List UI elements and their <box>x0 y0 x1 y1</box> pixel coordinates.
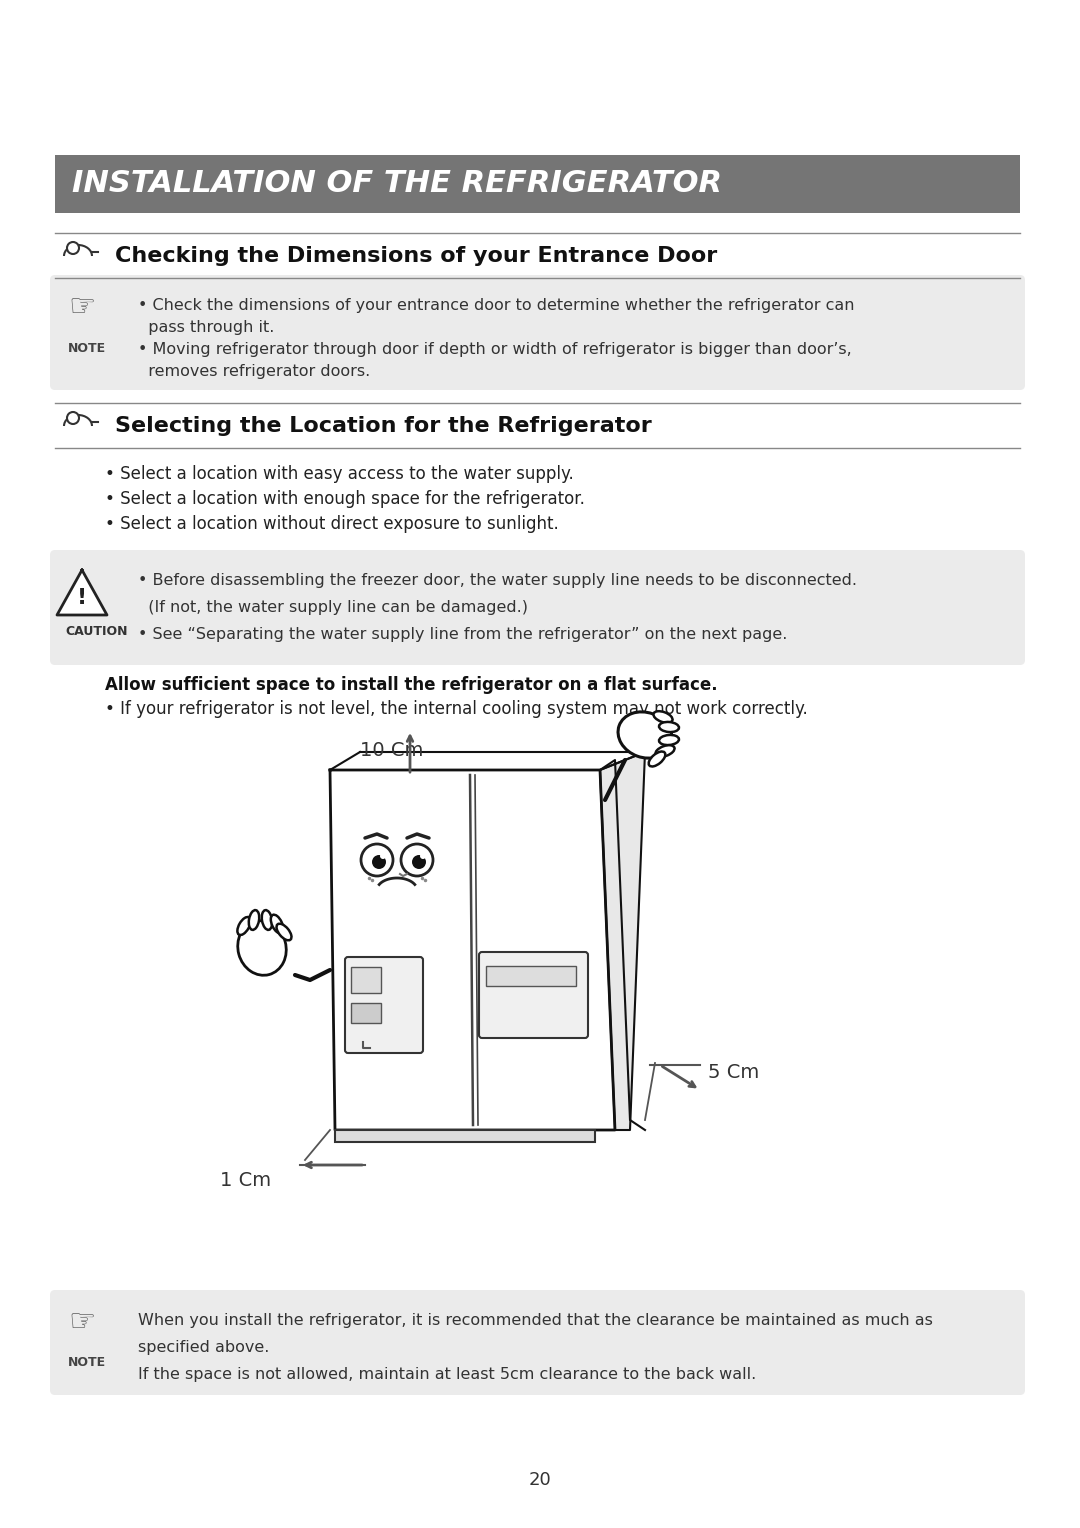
Text: pass through it.: pass through it. <box>138 319 274 335</box>
Text: • Before disassembling the freezer door, the water supply line needs to be disco: • Before disassembling the freezer door,… <box>138 573 858 588</box>
Ellipse shape <box>649 752 665 767</box>
Polygon shape <box>600 752 645 1131</box>
Text: 20: 20 <box>528 1471 552 1488</box>
FancyBboxPatch shape <box>50 1290 1025 1395</box>
Text: NOTE: NOTE <box>68 341 106 354</box>
FancyBboxPatch shape <box>351 967 381 993</box>
Text: Checking the Dimensions of your Entrance Door: Checking the Dimensions of your Entrance… <box>114 246 717 266</box>
Text: NOTE: NOTE <box>68 1357 106 1369</box>
Text: Selecting the Location for the Refrigerator: Selecting the Location for the Refrigera… <box>114 416 651 435</box>
Text: CAUTION: CAUTION <box>65 625 127 639</box>
Ellipse shape <box>653 711 673 723</box>
Ellipse shape <box>618 712 672 758</box>
Text: 5 Cm: 5 Cm <box>708 1062 759 1082</box>
FancyBboxPatch shape <box>335 1131 595 1141</box>
Text: If the space is not allowed, maintain at least 5cm clearance to the back wall.: If the space is not allowed, maintain at… <box>138 1368 756 1381</box>
Circle shape <box>361 843 393 876</box>
Text: • Select a location with easy access to the water supply.: • Select a location with easy access to … <box>105 465 573 483</box>
Polygon shape <box>330 770 615 1131</box>
Circle shape <box>67 413 79 423</box>
Text: • If your refrigerator is not level, the internal cooling system may not work co: • If your refrigerator is not level, the… <box>105 700 808 718</box>
Ellipse shape <box>659 721 679 732</box>
Circle shape <box>380 853 386 859</box>
FancyBboxPatch shape <box>351 1002 381 1024</box>
Ellipse shape <box>659 735 679 746</box>
Text: • Check the dimensions of your entrance door to determine whether the refrigerat: • Check the dimensions of your entrance … <box>138 298 854 313</box>
FancyBboxPatch shape <box>486 966 576 986</box>
Text: 1 Cm: 1 Cm <box>220 1170 271 1189</box>
Circle shape <box>372 856 386 869</box>
Text: • Moving refrigerator through door if depth or width of refrigerator is bigger t: • Moving refrigerator through door if de… <box>138 342 852 358</box>
Text: ☞: ☞ <box>68 1308 95 1337</box>
Text: (If not, the water supply line can be damaged.): (If not, the water supply line can be da… <box>138 601 528 614</box>
Circle shape <box>411 856 426 869</box>
Text: Allow sufficient space to install the refrigerator on a flat surface.: Allow sufficient space to install the re… <box>105 675 717 694</box>
Circle shape <box>420 853 426 859</box>
Text: ☞: ☞ <box>68 293 95 322</box>
Circle shape <box>401 843 433 876</box>
Text: !: ! <box>77 588 87 608</box>
Ellipse shape <box>271 915 283 934</box>
Text: • See “Separating the water supply line from the refrigerator” on the next page.: • See “Separating the water supply line … <box>138 626 787 642</box>
Text: removes refrigerator doors.: removes refrigerator doors. <box>138 364 370 379</box>
FancyBboxPatch shape <box>50 550 1025 665</box>
Text: INSTALLATION OF THE REFRIGERATOR: INSTALLATION OF THE REFRIGERATOR <box>72 170 723 199</box>
FancyBboxPatch shape <box>55 154 1020 212</box>
Ellipse shape <box>261 911 272 931</box>
Text: • Select a location without direct exposure to sunlight.: • Select a location without direct expos… <box>105 515 558 533</box>
Ellipse shape <box>656 746 675 756</box>
Ellipse shape <box>238 921 286 975</box>
Text: 10 Cm: 10 Cm <box>360 741 423 759</box>
Polygon shape <box>57 570 107 614</box>
Ellipse shape <box>238 917 251 935</box>
Circle shape <box>67 241 79 254</box>
FancyBboxPatch shape <box>480 952 588 1038</box>
Text: When you install the refrigerator, it is recommended that the clearance be maint: When you install the refrigerator, it is… <box>138 1313 933 1328</box>
Text: • Select a location with enough space for the refrigerator.: • Select a location with enough space fo… <box>105 490 585 507</box>
FancyBboxPatch shape <box>50 275 1025 390</box>
Ellipse shape <box>276 924 292 940</box>
Ellipse shape <box>248 911 259 931</box>
FancyBboxPatch shape <box>345 957 423 1053</box>
Text: specified above.: specified above. <box>138 1340 269 1355</box>
